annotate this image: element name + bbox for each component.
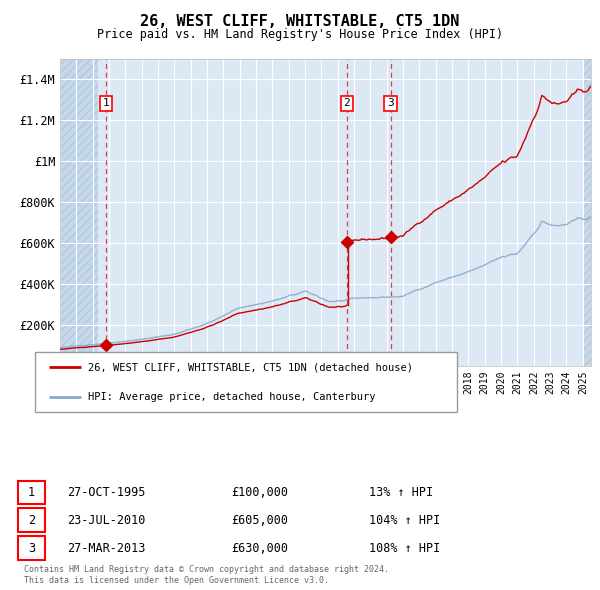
Bar [583, 59, 591, 366]
Text: £630,000: £630,000 [231, 542, 288, 555]
FancyBboxPatch shape [18, 536, 46, 560]
Bar [60, 59, 98, 366]
Text: 2: 2 [343, 99, 350, 109]
Text: 2: 2 [28, 514, 35, 527]
Text: 27-OCT-1995: 27-OCT-1995 [67, 486, 145, 499]
Text: 13% ↑ HPI: 13% ↑ HPI [369, 486, 433, 499]
Text: 27-MAR-2013: 27-MAR-2013 [67, 542, 145, 555]
Text: 3: 3 [387, 99, 394, 109]
Text: £100,000: £100,000 [231, 486, 288, 499]
FancyBboxPatch shape [18, 480, 46, 504]
Text: 26, WEST CLIFF, WHITSTABLE, CT5 1DN (detached house): 26, WEST CLIFF, WHITSTABLE, CT5 1DN (det… [88, 362, 413, 372]
Text: 3: 3 [28, 542, 35, 555]
FancyBboxPatch shape [35, 352, 457, 412]
Text: 26, WEST CLIFF, WHITSTABLE, CT5 1DN: 26, WEST CLIFF, WHITSTABLE, CT5 1DN [140, 14, 460, 29]
Text: This data is licensed under the Open Government Licence v3.0.: This data is licensed under the Open Gov… [24, 576, 329, 585]
Text: 108% ↑ HPI: 108% ↑ HPI [369, 542, 440, 555]
FancyBboxPatch shape [18, 509, 46, 532]
Text: 23-JUL-2010: 23-JUL-2010 [67, 514, 145, 527]
Text: HPI: Average price, detached house, Canterbury: HPI: Average price, detached house, Cant… [88, 392, 376, 402]
Text: Price paid vs. HM Land Registry's House Price Index (HPI): Price paid vs. HM Land Registry's House … [97, 28, 503, 41]
Text: 1: 1 [103, 99, 109, 109]
Text: 1: 1 [28, 486, 35, 499]
Text: 104% ↑ HPI: 104% ↑ HPI [369, 514, 440, 527]
Text: Contains HM Land Registry data © Crown copyright and database right 2024.: Contains HM Land Registry data © Crown c… [24, 565, 389, 574]
Text: £605,000: £605,000 [231, 514, 288, 527]
